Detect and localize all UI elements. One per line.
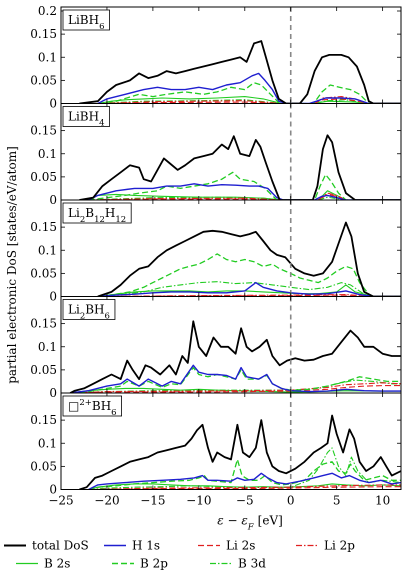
x-tick-labels: −25 −20 −15 −10 −5 0 5 10 — [48, 494, 390, 508]
panel-label-box — [62, 299, 116, 320]
x-tick-label: 5 — [333, 494, 341, 508]
legend-label-li2s: Li 2s — [226, 539, 255, 553]
panel-4: 0 0.05 0.1 0.15 Li2BH6 — [30, 296, 402, 400]
legend-label-b2s: B 2s — [44, 557, 70, 571]
y-axis-label: partial electronic DoS [states/eV/atom] — [5, 146, 19, 384]
y-tick-label: 0.1 — [38, 243, 57, 257]
series-b2s-line — [88, 190, 401, 200]
panel-3: 0 0.05 0.1 0.15 Li2B12H12 — [30, 199, 402, 304]
y-tick-label: 0.15 — [30, 317, 57, 331]
x-tick-label: −20 — [94, 494, 119, 508]
legend-label-h1s: H 1s — [132, 539, 160, 553]
panel-2-label: LiBH4 — [68, 110, 105, 129]
series-total-line — [69, 320, 401, 393]
legend-label-b2p: B 2p — [140, 557, 168, 571]
panel-5: 0 0.05 0.1 0.15 □2+BH6 — [30, 392, 402, 497]
series-li2p-line — [88, 192, 401, 200]
panel-4-series — [69, 320, 401, 393]
series-li2p-line — [97, 294, 401, 297]
series-li2p-line — [70, 382, 401, 393]
series-b3d-line — [88, 447, 401, 490]
series-b2p-line — [88, 171, 401, 200]
series-b2p-line — [97, 253, 401, 297]
x-tick-label: −25 — [48, 494, 73, 508]
panel-4-label: Li2BH6 — [68, 303, 110, 322]
series-total-line — [79, 134, 401, 200]
series-b2s-line — [97, 96, 401, 104]
series-li2p-line — [97, 96, 401, 104]
y-tick-label: 0 — [49, 386, 57, 400]
panel-1: 0 0.05 0.1 0.15 0.2 LiBH6 — [30, 4, 402, 111]
y-tick-label: 0.05 — [30, 266, 57, 280]
x-axis-label: ε − εF [eV] — [217, 514, 283, 533]
y-tick-label: 0.05 — [30, 73, 57, 87]
y-tick-label: 0.15 — [30, 220, 57, 234]
x-axis-label-text: ε − εF [eV] — [217, 514, 283, 533]
y-tick-label: 0 — [49, 97, 57, 111]
panel-5-label: □2+BH6 — [68, 398, 117, 418]
x-tick-label: −5 — [236, 494, 254, 508]
legend: total DoS H 1s Li 2s Li 2p B 2s B 2p B 3d — [4, 539, 355, 571]
panel-label-box — [62, 106, 110, 127]
y-tick-label: 0.2 — [38, 4, 57, 18]
y-tick-label: 0.05 — [30, 363, 57, 377]
panel-label-box — [62, 9, 110, 31]
series-h1s-line — [97, 281, 401, 297]
series-b3d-line — [97, 281, 401, 297]
series-b3d-line — [97, 99, 401, 104]
panel-2-series — [79, 134, 401, 200]
legend-label-li2p: Li 2p — [324, 539, 355, 553]
series-total-line — [79, 40, 401, 104]
panel-1-label: LiBH6 — [68, 13, 105, 32]
panel-2: 0 0.05 0.1 0.15 LiBH4 — [30, 103, 402, 207]
y-tick-label: 0.15 — [30, 124, 57, 138]
panel-3-label: Li2B12H12 — [68, 206, 126, 225]
y-tick-label: 0 — [49, 483, 57, 497]
series-li2s-line — [70, 385, 401, 393]
panel-5-series — [79, 414, 401, 490]
panel-1-series — [79, 40, 401, 104]
x-tick-label: −15 — [140, 494, 165, 508]
series-b2s-line — [97, 284, 401, 297]
y-tick-label: 0.1 — [38, 340, 57, 354]
y-tick-label: 0.05 — [30, 170, 57, 184]
series-h1s-line — [97, 72, 401, 104]
panel-label-box — [62, 395, 122, 417]
panel-3-series — [97, 221, 401, 297]
y-tick-label: 0.15 — [30, 413, 57, 427]
series-total-line — [97, 221, 401, 297]
y-tick-label: 0.1 — [38, 147, 57, 161]
x-tick-label: 10 — [375, 494, 390, 508]
y-tick-label: 0 — [49, 290, 57, 304]
y-tick-label: 0.15 — [30, 27, 57, 41]
legend-label-b3d: B 3d — [238, 557, 266, 571]
series-h1s-line — [70, 364, 401, 393]
legend-label-total: total DoS — [32, 539, 89, 553]
y-tick-label: 0.1 — [38, 50, 57, 64]
y-tick-label: 0 — [49, 193, 57, 207]
y-tick-label: 0.1 — [38, 436, 57, 450]
chart-panels: 00.050.10.150.2LiBH600.050.10.15LiBH400.… — [30, 4, 402, 508]
series-h1s-line — [88, 472, 401, 490]
y-tick-label: 0.05 — [30, 459, 57, 473]
x-tick-label: 0 — [287, 494, 295, 508]
series-total-line — [79, 414, 401, 490]
panel-label-box — [62, 202, 132, 224]
series-h1s-line — [88, 183, 401, 200]
x-tick-label: −10 — [186, 494, 211, 508]
series-b2p-line — [97, 82, 401, 104]
panel-frame — [60, 392, 402, 490]
